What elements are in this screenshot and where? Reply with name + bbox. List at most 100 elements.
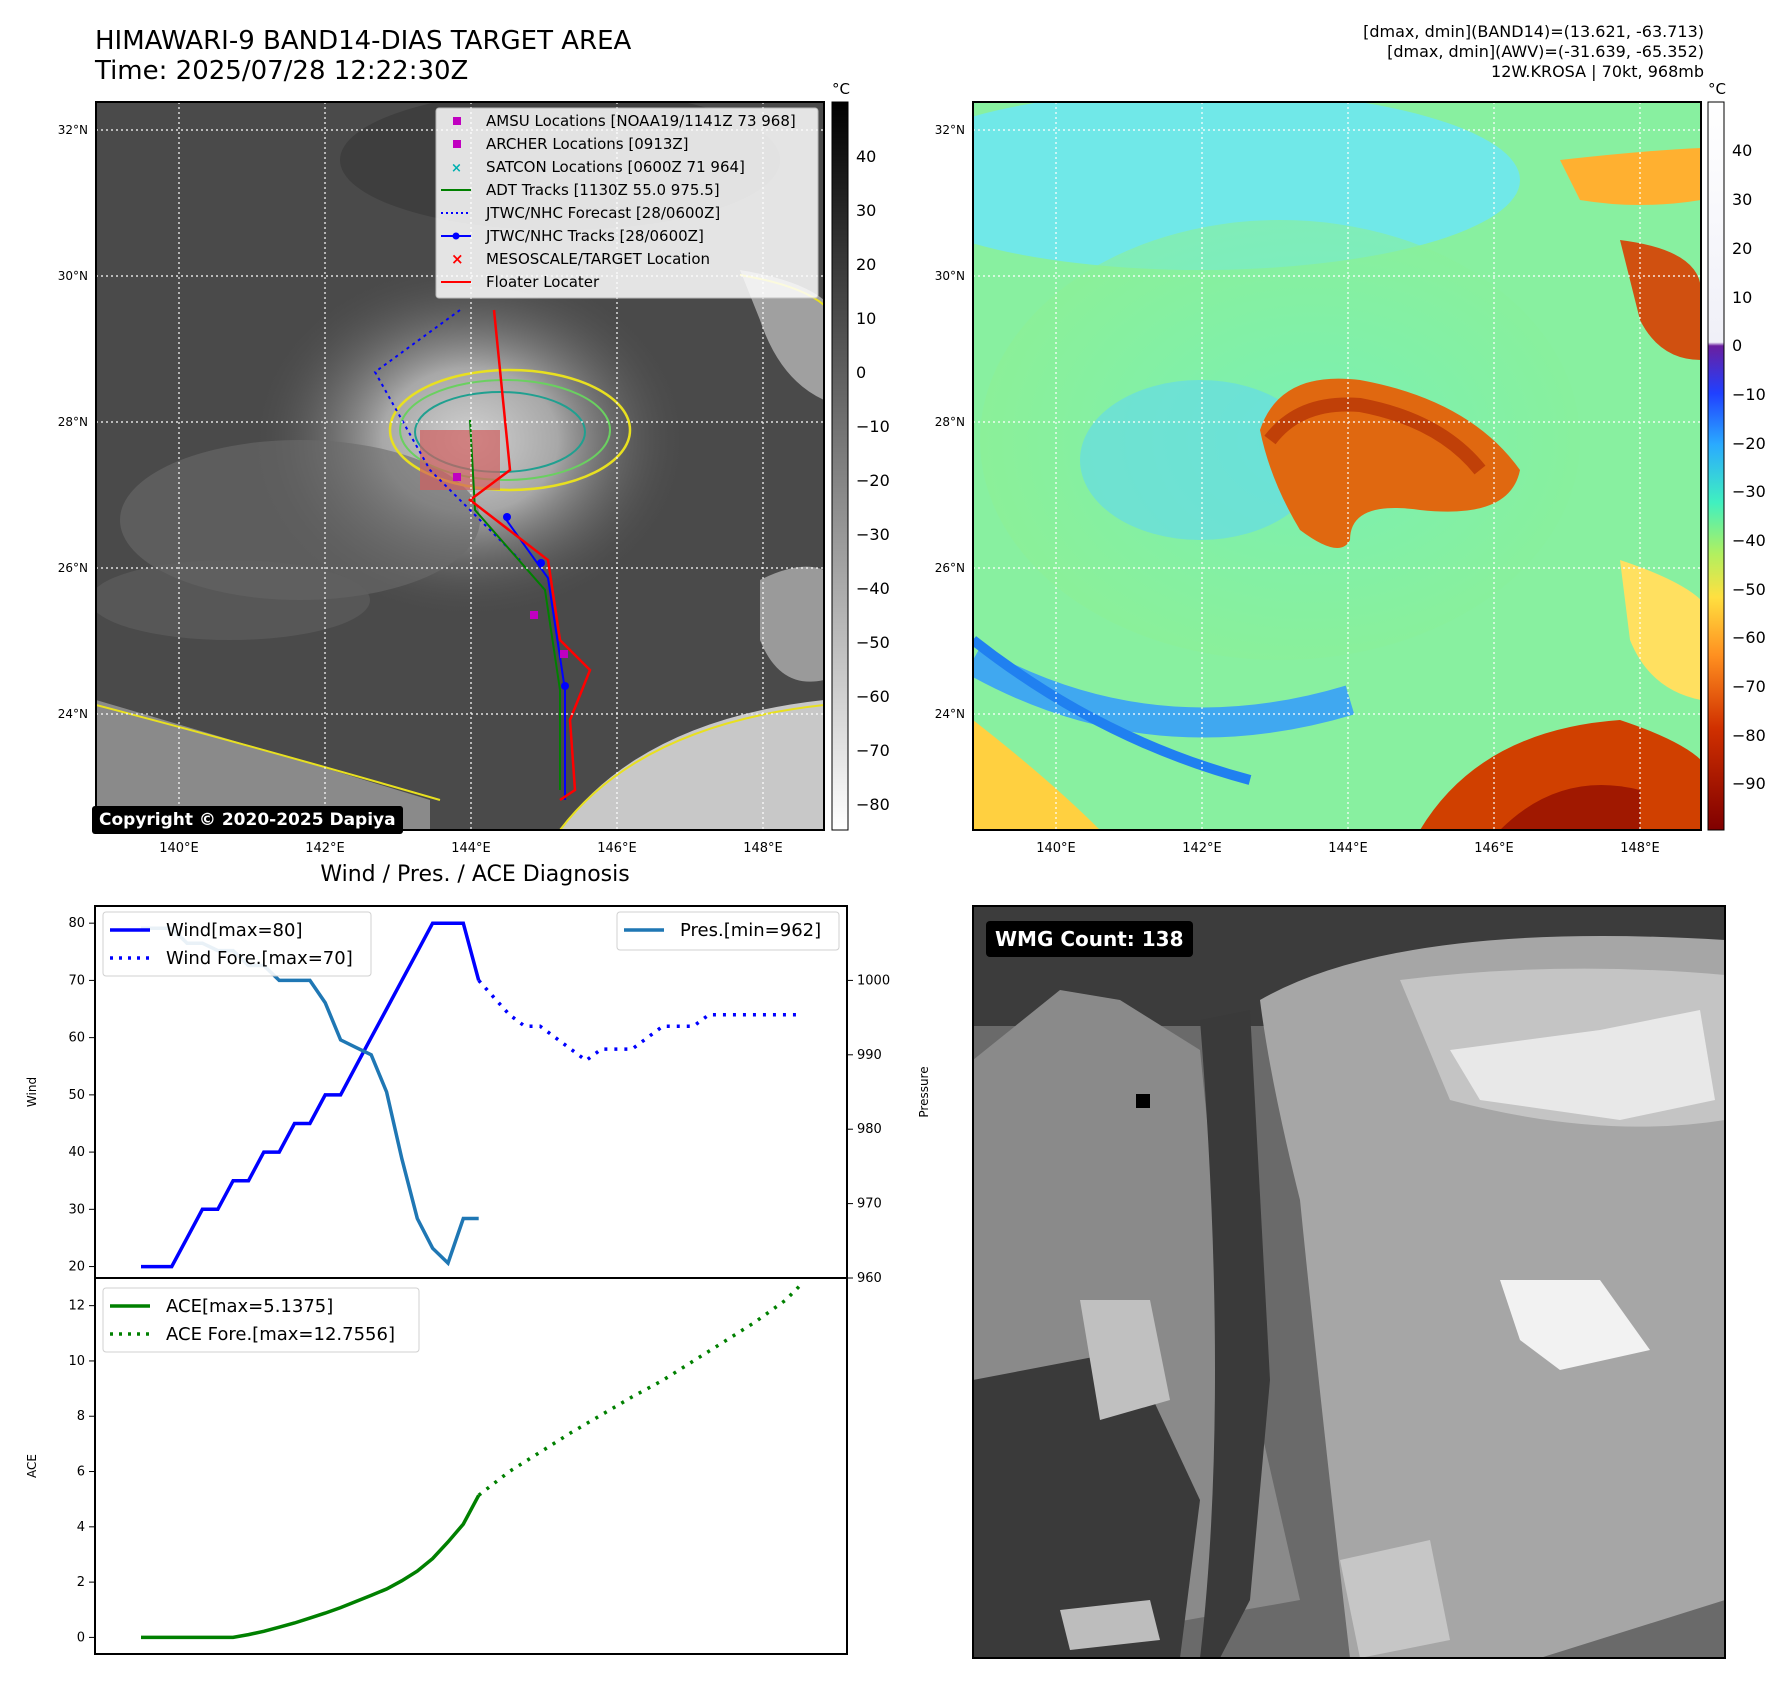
legend-marker-archer (453, 140, 461, 148)
wind-tick-label: 60 (68, 1031, 85, 1046)
wv-cb-tick: −70 (1732, 677, 1766, 696)
wind-tick-label: 40 (68, 1145, 85, 1160)
wv-cb-tick: −30 (1732, 482, 1766, 501)
legend-label-target: MESOSCALE/TARGET Location (486, 250, 710, 268)
ir-satellite-panel: AMSU Locations [NOAA19/1141Z 73 968] ARC… (58, 101, 825, 856)
ace-forecast-series-line (477, 1283, 803, 1497)
wv-cb-tick: −40 (1732, 531, 1766, 550)
ir-cb-tick: 10 (856, 309, 876, 328)
pressure-legend: Pres.[min=962] (616, 911, 840, 951)
ace-fore-legend-label: ACE Fore.[max=12.7556] (166, 1324, 395, 1345)
ir-lon-146: 146°E (597, 841, 637, 856)
pressure-tick-label: 970 (857, 1197, 882, 1212)
ir-lat-28: 28°N (58, 415, 88, 429)
wv-cb-tick: 40 (1732, 141, 1752, 160)
wv-colorbar: °C 40 30 20 10 0 −10 −20 −30 −40 −50 −60… (1707, 80, 1766, 831)
wv-lat-30: 30°N (935, 269, 965, 283)
wv-cb-tick: −20 (1732, 434, 1766, 453)
pressure-tick-label: 1000 (857, 973, 890, 988)
legend-label-adt: ADT Tracks [1130Z 55.0 975.5] (486, 181, 720, 199)
ace-series-line (141, 1494, 481, 1640)
ir-cb-tick: −80 (856, 795, 890, 814)
wv-cb-tick: 10 (1732, 288, 1752, 307)
wind-tick-label: 70 (68, 973, 85, 988)
map-legend: AMSU Locations [NOAA19/1141Z 73 968] ARC… (435, 107, 819, 299)
storm-info: 12W.KROSA | 70kt, 968mb (1491, 62, 1704, 81)
wind-pressure-chart: Wind Pressure 20 30 40 50 60 70 80 960 970 980 99… (25, 905, 931, 1286)
wind-forecast-series-line (477, 979, 801, 1063)
wv-cb-tick: −50 (1732, 580, 1766, 599)
ir-lon-140: 140°E (159, 841, 199, 856)
wind-axis-label: Wind (25, 1077, 39, 1107)
ir-cb-tick: 30 (856, 201, 876, 220)
wv-lon-148: 148°E (1620, 841, 1660, 856)
wv-lon-146: 146°E (1474, 841, 1514, 856)
wv-lon-144: 144°E (1328, 841, 1368, 856)
ir-cb-tick: 20 (856, 255, 876, 274)
ir-cb-tick: −50 (856, 633, 890, 652)
ir-cb-tick: −30 (856, 525, 890, 544)
pressure-tick-label: 990 (857, 1048, 882, 1063)
wv-lat-24: 24°N (935, 707, 965, 721)
wind-series-line (141, 921, 481, 1269)
ir-cb-tick: 40 (856, 147, 876, 166)
wv-lon-140: 140°E (1036, 841, 1076, 856)
legend-marker-amsu (453, 117, 461, 125)
wind-tick-label: 80 (68, 916, 85, 931)
figure-title: HIMAWARI-9 BAND14-DIAS TARGET AREA Time:… (95, 26, 631, 86)
ace-tick-label: 8 (77, 1409, 85, 1424)
ir-colorbar: °C 40 30 20 10 0 −10 −20 −30 −40 −50 −60… (831, 80, 890, 831)
legend-label-archer: ARCHER Locations [0913Z] (486, 135, 689, 153)
ace-tick-label: 0 (77, 1630, 85, 1645)
water-vapor-panel: 32°N 30°N 28°N 26°N 24°N 140°E 142°E 144… (935, 101, 1702, 856)
pressure-tick-label: 980 (857, 1122, 882, 1137)
wv-lat-26: 26°N (935, 561, 965, 575)
wv-frame (972, 101, 1702, 831)
legend-label-forecast: JTWC/NHC Forecast [28/0600Z] (485, 204, 720, 222)
wv-cb-tick: 30 (1732, 190, 1752, 209)
ir-lat-24: 24°N (58, 707, 88, 721)
band14-range: [dmax, dmin](BAND14)=(13.621, -63.713) (1363, 22, 1704, 41)
wind-tick-label: 20 (68, 1260, 85, 1275)
wind-legend-label: Wind[max=80] (166, 920, 303, 941)
ir-cb-tick: −70 (856, 741, 890, 760)
legend-label-amsu: AMSU Locations [NOAA19/1141Z 73 968] (486, 112, 796, 130)
ir-cb-tick: −60 (856, 687, 890, 706)
awv-range: [dmax, dmin](AWV)=(-31.639, -65.352) (1387, 42, 1704, 61)
wmg-count-badge: WMG Count: 138 (986, 921, 1193, 957)
wmg-frame (972, 905, 1726, 1659)
pressure-axis-label: Pressure (917, 1066, 931, 1117)
ir-lat-30: 30°N (58, 269, 88, 283)
ace-tick-label: 12 (68, 1299, 85, 1314)
ir-cb-tick: −10 (856, 417, 890, 436)
ir-cb-tick: −20 (856, 471, 890, 490)
ace-tick-label: 2 (77, 1575, 85, 1590)
ir-colorbar-unit: °C (832, 80, 850, 98)
legend-marker-target: × (451, 250, 464, 268)
ir-lat-26: 26°N (58, 561, 88, 575)
pressure-legend-label: Pres.[min=962] (680, 920, 821, 941)
copyright-badge: Copyright © 2020-2025 Dapiya (92, 806, 403, 834)
wv-cb-tick: −60 (1732, 628, 1766, 647)
ace-axis-label: ACE (25, 1454, 39, 1478)
ir-frame (95, 101, 825, 831)
wind-legend: Wind[max=80] Wind Fore.[max=70] (102, 911, 372, 977)
ace-chart: ACE 0 2 4 6 8 10 12 ACE[max=5.1375] ACE Fore.[… (25, 1277, 848, 1655)
wv-lat-28: 28°N (935, 415, 965, 429)
legend-label-floater: Floater Locater (486, 273, 600, 291)
ace-tick-label: 10 (68, 1354, 85, 1369)
title-line-2: Time: 2025/07/28 12:22:30Z (95, 56, 469, 86)
wv-cb-tick: −10 (1732, 385, 1766, 404)
ir-lat-32: 32°N (58, 123, 88, 137)
ir-cb-tick: 0 (856, 363, 866, 382)
ir-cb-tick: −40 (856, 579, 890, 598)
ace-legend: ACE[max=5.1375] ACE Fore.[max=12.7556] (102, 1287, 420, 1353)
title-line-1: HIMAWARI-9 BAND14-DIAS TARGET AREA (95, 26, 632, 56)
wmg-panel (972, 905, 1726, 1659)
wind-tick-label: 30 (68, 1202, 85, 1217)
ir-lon-144: 144°E (451, 841, 491, 856)
ace-legend-label: ACE[max=5.1375] (166, 1296, 333, 1317)
wind-tick-label: 50 (68, 1088, 85, 1103)
legend-label-satcon: SATCON Locations [0600Z 71 964] (486, 158, 745, 176)
